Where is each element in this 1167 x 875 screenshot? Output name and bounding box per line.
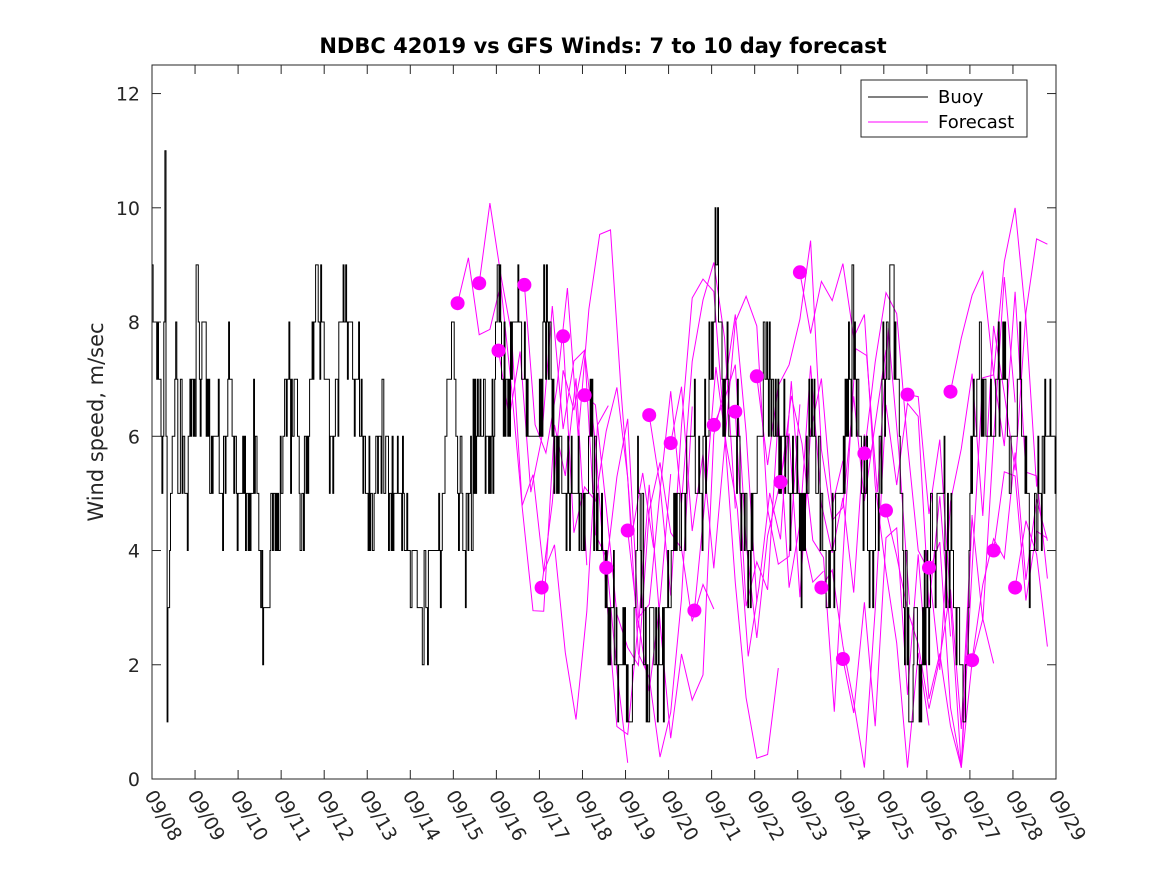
legend-box: [860, 79, 1028, 138]
forecast-point: [450, 296, 465, 311]
forecast-point: [749, 369, 764, 384]
forecast-line: [605, 262, 736, 619]
forecast-point: [814, 580, 829, 595]
x-tick-label: 09/29: [1044, 787, 1090, 845]
forecast-point: [857, 446, 872, 461]
forecast-line: [562, 336, 693, 758]
x-tick-label: 09/21: [699, 787, 745, 845]
forecast-point: [922, 560, 936, 575]
forecast-line: [907, 207, 1038, 768]
forecast-line: [842, 514, 973, 768]
x-tick-label: 09/25: [871, 787, 917, 845]
x-tick-label: 09/12: [312, 787, 358, 845]
y-axis-label: Wind speed, m/sec: [84, 322, 108, 521]
x-tick-label: 09/23: [785, 787, 831, 845]
forecast-point: [556, 329, 571, 344]
x-tick-label: 09/14: [398, 787, 444, 845]
forecast-line: [1014, 520, 1048, 647]
x-tick-label: 09/13: [355, 787, 401, 845]
forecast-point: [773, 475, 788, 489]
legend-forecast-label: Forecast: [938, 112, 1014, 133]
forecast-point: [620, 523, 635, 538]
forecast-point: [472, 276, 487, 291]
forecast-point: [835, 652, 850, 666]
forecast-point: [577, 388, 592, 403]
y-tick-label: 12: [116, 84, 140, 106]
forecast-point: [534, 580, 549, 595]
x-tick-label: 09/16: [484, 787, 530, 845]
forecast-point: [986, 543, 1001, 558]
x-tick-label: 09/27: [958, 787, 1004, 845]
legend: Buoy Forecast: [860, 79, 1028, 138]
forecast-point: [517, 277, 532, 292]
forecast-line: [627, 314, 758, 739]
y-tick-label: 10: [116, 198, 140, 220]
forecast-point: [599, 560, 614, 575]
forecast-line: [457, 257, 588, 612]
forecast-point: [792, 265, 807, 280]
x-tick-label: 09/15: [441, 787, 487, 845]
x-tick-label: 09/19: [613, 787, 659, 845]
forecast-point: [491, 343, 506, 358]
x-tick-label: 09/22: [742, 787, 788, 845]
forecast-point: [879, 503, 893, 518]
x-tick-label: 09/28: [1001, 787, 1047, 845]
x-tick-label: 09/11: [269, 787, 315, 845]
forecast-point: [965, 653, 980, 668]
y-tick-label: 4: [128, 541, 140, 563]
forecast-point: [642, 408, 657, 423]
x-tick-label: 09/20: [656, 787, 702, 845]
y-tick-label: 8: [128, 312, 140, 334]
forecast-line: [799, 263, 930, 768]
forecast-line: [670, 294, 801, 569]
forecast-line: [584, 394, 715, 667]
x-tick-label: 09/09: [183, 787, 229, 845]
forecast-point: [1008, 580, 1023, 595]
x-tick-label: 09/18: [570, 787, 616, 845]
forecast-point: [943, 384, 958, 399]
x-tick-label: 09/10: [226, 787, 272, 845]
plot-area: 09/0809/0909/1009/1109/1209/1309/1409/15…: [116, 64, 1090, 845]
forecast-point: [663, 436, 678, 451]
x-tick-label: 09/17: [527, 787, 573, 845]
y-tick-label: 2: [128, 655, 140, 677]
x-tick-label: 09/08: [140, 787, 186, 845]
forecast-point: [706, 417, 721, 432]
y-tick-label: 6: [128, 426, 140, 448]
y-axis: 0 2 4 6 8 10 12: [116, 84, 1056, 791]
buoy-series-group: [152, 150, 1057, 723]
x-tick-label: 09/26: [915, 787, 961, 845]
forecast-point-group: [450, 265, 1023, 668]
chart-title: NDBC 42019 vs GFS Winds: 7 to 10 day for…: [319, 34, 886, 58]
forecast-point: [687, 603, 702, 618]
buoy-line: [152, 150, 1057, 723]
legend-buoy-label: Buoy: [938, 87, 984, 108]
forecast-point: [900, 387, 915, 402]
x-tick-label: 09/24: [828, 787, 874, 845]
forecast-point: [728, 404, 743, 419]
y-tick-label: 0: [128, 769, 140, 791]
